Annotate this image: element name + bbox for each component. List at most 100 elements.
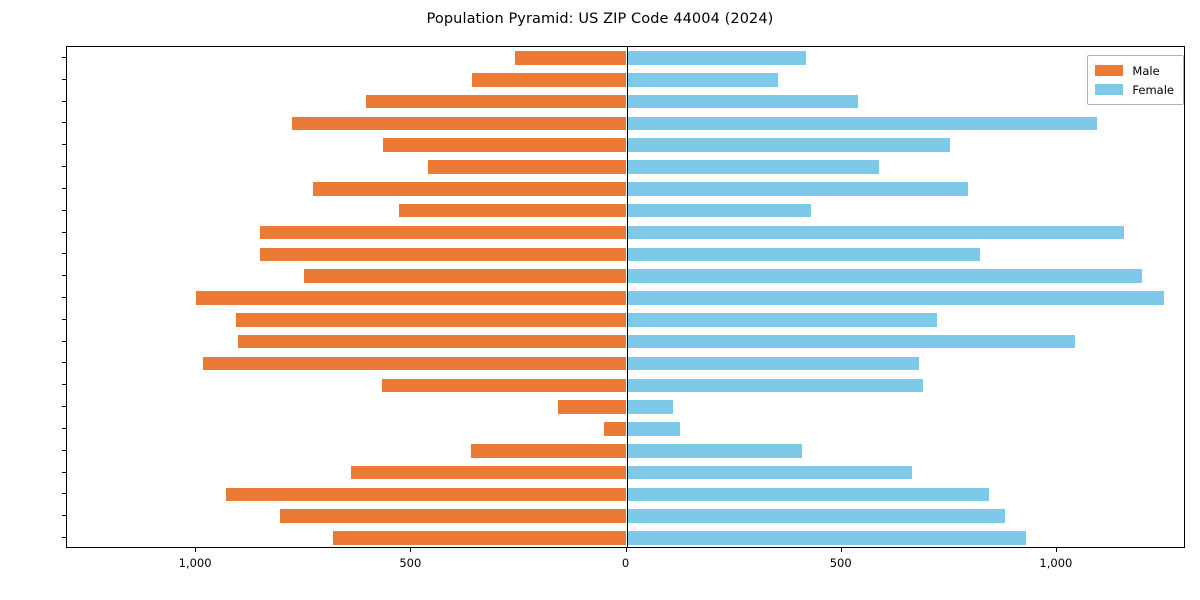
ytick-mark [62,515,66,517]
plot-area [66,46,1185,548]
bar-female[interactable] [626,182,968,196]
bar-female[interactable] [626,203,812,218]
bar-row [67,509,1184,524]
bar-female[interactable] [626,465,913,480]
bar-male[interactable] [382,378,627,393]
bar-row [67,182,1184,196]
bar-female[interactable] [626,247,980,262]
bar-male[interactable] [202,356,627,371]
ytick-mark [62,427,66,429]
ytick-mark [62,78,66,80]
bar-male[interactable] [472,72,627,87]
xtick-mark [195,548,197,552]
xtick-mark [1055,548,1057,552]
legend-entry-female: Female [1095,80,1174,99]
bar-male[interactable] [515,51,627,65]
legend-label-female: Female [1132,82,1174,97]
bar-female[interactable] [626,94,859,109]
bar-male[interactable] [398,203,627,218]
ytick-mark [62,537,66,539]
legend-swatch-female [1095,84,1124,95]
ytick-mark [62,340,66,342]
ytick-mark [62,253,66,255]
bar-male[interactable] [291,116,627,131]
bar-male[interactable] [427,160,627,174]
bar-female[interactable] [626,531,1026,545]
bar-female[interactable] [626,378,924,393]
bar-female[interactable] [626,51,806,65]
legend-label-male: Male [1132,63,1160,78]
bar-female[interactable] [626,291,1164,305]
bar-male[interactable] [312,182,627,196]
bar-female[interactable] [626,487,990,502]
bar-male[interactable] [260,247,627,262]
bar-male[interactable] [226,487,627,502]
xtick-label: 500 [829,556,852,570]
ytick-mark [62,384,66,386]
xtick-label: 1,000 [178,556,212,570]
bar-female[interactable] [626,160,880,174]
ytick-mark [62,362,66,364]
xtick-mark [625,548,627,552]
bar-row [67,400,1184,414]
bar-female[interactable] [626,313,938,327]
ytick-mark [62,406,66,408]
bar-female[interactable] [626,225,1125,240]
bar-male[interactable] [471,444,627,458]
ytick-mark [62,100,66,102]
bar-row [67,313,1184,327]
ytick-mark [62,209,66,211]
ytick-mark [62,493,66,495]
bar-male[interactable] [304,269,627,283]
legend-entry-male: Male [1095,61,1174,80]
ytick-mark [62,297,66,298]
bar-female[interactable] [626,269,1142,283]
bar-male[interactable] [365,94,627,109]
ytick-mark [62,187,66,189]
bar-male[interactable] [604,422,627,436]
bar-female[interactable] [626,72,778,87]
ytick-mark [62,166,66,168]
chart-legend: Male Female [1087,55,1184,105]
bar-row [67,247,1184,262]
bar-female[interactable] [626,422,680,436]
bar-row [67,203,1184,218]
ytick-mark [62,471,66,473]
bar-male[interactable] [351,465,627,480]
bar-row [67,291,1184,305]
bars-container [67,47,1184,547]
bar-female[interactable] [626,356,920,371]
bar-female[interactable] [626,116,1098,131]
bar-female[interactable] [626,400,673,414]
bar-row [67,94,1184,109]
bar-male[interactable] [333,531,627,545]
bar-female[interactable] [626,444,803,458]
bar-row [67,465,1184,480]
ytick-mark [62,449,66,451]
bar-male[interactable] [382,138,627,152]
ytick-mark [62,318,66,320]
bar-female[interactable] [626,334,1075,349]
bar-male[interactable] [235,313,627,327]
ytick-mark [62,122,66,124]
bar-male[interactable] [279,509,627,524]
bar-male[interactable] [259,225,627,240]
bar-row [67,225,1184,240]
xtick-mark [840,548,842,552]
bar-row [67,487,1184,502]
bar-male[interactable] [557,400,627,414]
bar-male[interactable] [237,334,627,349]
ytick-mark [62,231,66,233]
xtick-label: 500 [399,556,422,570]
chart-title: Population Pyramid: US ZIP Code 44004 (2… [426,11,774,27]
bar-female[interactable] [626,509,1006,524]
xtick-label: 0 [621,556,630,570]
bar-row [67,269,1184,283]
bar-female[interactable] [626,138,951,152]
bar-row [67,531,1184,545]
bar-male[interactable] [195,291,627,305]
legend-swatch-male [1095,65,1124,76]
bar-row [67,116,1184,131]
bar-row [67,444,1184,458]
